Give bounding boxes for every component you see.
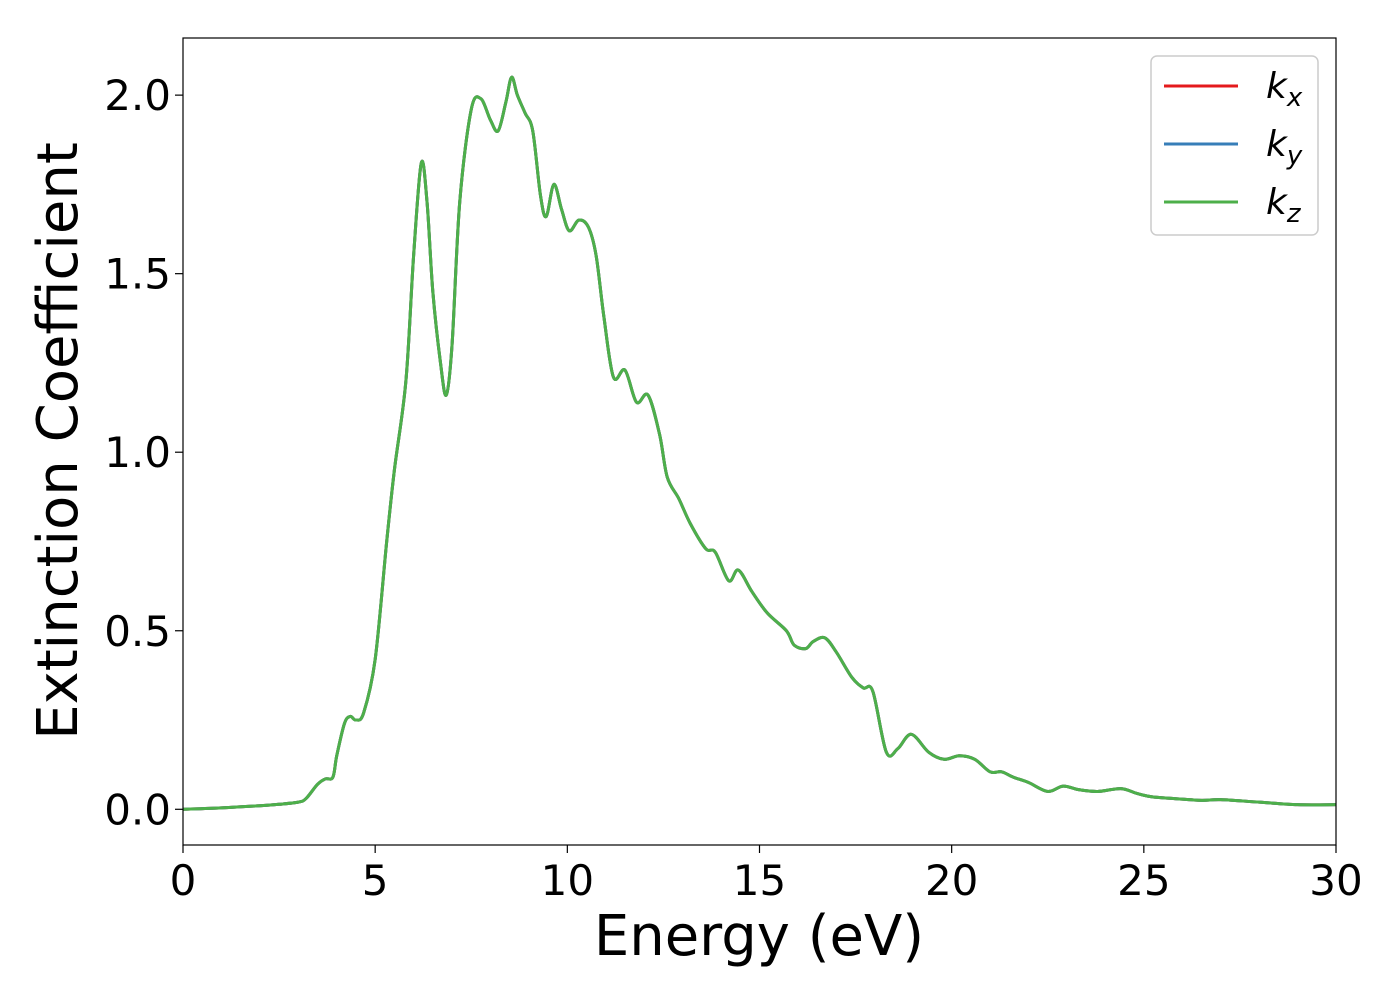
y-tick-label: 1.5 [104,250,171,299]
y-tick-label: 0.5 [104,607,171,656]
x-axis-ticks: 0 5 10 15 20 25 30 [170,845,1363,905]
y-tick-label: 0.0 [104,785,171,834]
x-tick-label: 10 [541,856,594,905]
legend: kx ky kz [1150,55,1319,236]
legend-label-kx: kx [1266,66,1303,113]
y-tick-label: 1.0 [104,428,171,477]
legend-label-kz: kz [1266,182,1302,229]
y-tick-label: 2.0 [104,71,171,120]
series-lines [183,75,1336,811]
y-axis-ticks: 0.0 0.5 1.0 1.5 2.0 [104,71,183,834]
x-tick-label: 0 [170,856,197,905]
x-axis-title: Energy (eV) [594,904,924,969]
x-tick-label: 30 [1309,856,1362,905]
x-tick-label: 15 [733,856,786,905]
x-tick-label: 20 [925,856,978,905]
y-axis-title: Extinction Coefficient [26,142,91,740]
legend-label-ky: ky [1266,124,1303,171]
x-tick-label: 25 [1117,856,1170,905]
x-tick-label: 5 [362,856,389,905]
series-line-kz [183,75,1336,811]
